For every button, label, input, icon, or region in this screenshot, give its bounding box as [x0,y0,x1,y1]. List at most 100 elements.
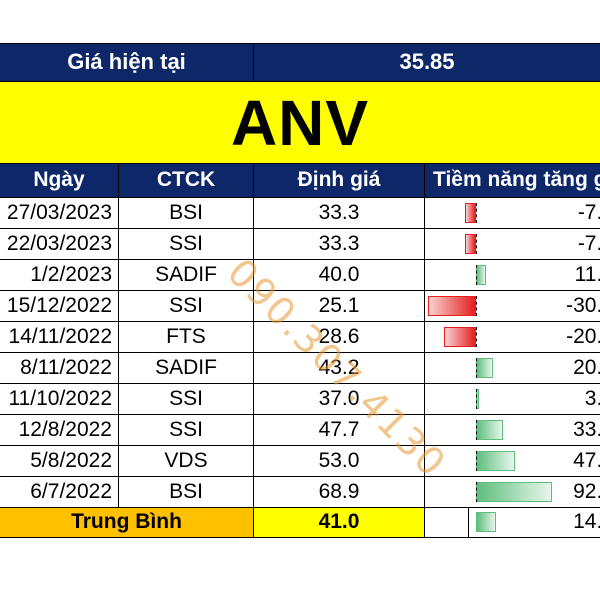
upside-cell: -20.2 [425,322,600,352]
ticker-row: ANV [0,82,600,163]
table-row: 6/7/2022 BSI 68.9 92.2 [0,477,600,507]
broker-cell: FTS [166,325,206,348]
grid-line [0,197,600,198]
upside-bar [428,296,476,316]
date-cell: 5/8/2022 [30,449,112,472]
valuation-cell: 33.3 [318,232,360,255]
current-price-value: 35.85 [254,43,600,81]
average-upside-value: 14.4 [573,510,600,533]
zero-axis [476,327,477,347]
valuation-cell: 53.0 [318,449,360,472]
date-cell: 1/2/2023 [30,263,112,286]
zero-axis [476,203,477,223]
grid-line [0,445,600,446]
upside-bar [443,327,476,347]
grid-line [253,163,254,537]
upside-cell: 92.2 [425,477,600,507]
broker-cell: SSI [169,387,203,410]
broker-cell: BSI [169,480,203,503]
zero-axis [476,482,477,502]
upside-value: 11.6 [574,263,600,286]
broker-cell: SSI [169,232,203,255]
broker-cell: VDS [164,449,208,472]
grid-line [253,43,254,81]
upside-bar [464,203,476,223]
date-cell: 15/12/2022 [6,294,112,317]
average-upside-bar [476,512,497,532]
average-blank-cell [425,507,468,537]
grid-line [0,43,600,44]
broker-cell: SADIF [155,263,217,286]
zero-axis [476,451,477,471]
table-row: 11/10/2022 SSI 37.0 3.2 [0,384,600,414]
zero-axis [476,389,477,409]
date-cell: 6/7/2022 [30,480,112,503]
broker-cell: BSI [169,201,203,224]
table-row: 27/03/2023 BSI 33.3 -7.1 [0,198,600,228]
upside-value: -30.0 [566,294,600,317]
table-row: 5/8/2022 VDS 53.0 47.8 [0,446,600,476]
grid-line [0,290,600,291]
zero-axis [476,296,477,316]
current-price-row: Giá hiện tại 35.85 [0,43,600,81]
upside-bar [476,451,516,471]
upside-bar [476,358,493,378]
upside-cell: -7.1 [425,229,600,259]
zero-axis [476,234,477,254]
zero-axis [476,358,477,378]
upside-cell: 3.2 [425,384,600,414]
upside-cell: -30.0 [425,291,600,321]
upside-bar [464,234,476,254]
column-header-valuation: Định giá [254,163,424,197]
upside-bar [476,265,486,285]
column-header-broker: CTCK [119,163,253,197]
column-header-upside: Tiềm năng tăng g [425,163,600,197]
upside-value: -7.1 [577,201,600,224]
grid-line [0,414,600,415]
table-row: 12/8/2022 SSI 47.7 33.1 [0,415,600,445]
grid-line [0,228,600,229]
grid-line [0,537,600,538]
grid-line [0,383,600,384]
valuation-cell: 47.7 [318,418,360,441]
upside-cell: -7.1 [425,198,600,228]
valuation-cell: 43.2 [318,356,360,379]
table-row: 15/12/2022 SSI 25.1 -30.0 [0,291,600,321]
date-cell: 12/8/2022 [18,418,112,441]
date-cell: 14/11/2022 [8,325,112,348]
upside-cell: 11.6 [425,260,600,290]
table-row: 8/11/2022 SADIF 43.2 20.4 [0,353,600,383]
upside-value: 20.4 [573,356,600,379]
valuation-cell: 28.6 [318,325,360,348]
grid-line [0,81,600,82]
upside-value: -20.2 [566,325,600,348]
upside-value: 33.1 [573,418,600,441]
date-cell: 11/10/2022 [8,387,112,410]
zero-axis [476,265,477,285]
column-header-row: Ngày CTCK Định giá Tiềm năng tăng g [0,163,600,197]
grid-line [0,352,600,353]
valuation-cell: 33.3 [318,201,360,224]
valuation-cell: 40.0 [318,263,360,286]
average-label: Trung Bình [0,507,253,537]
broker-cell: SSI [169,418,203,441]
table-row: 1/2/2023 SADIF 40.0 11.6 [0,260,600,290]
date-cell: 27/03/2023 [6,201,112,224]
valuation-cell: 37.0 [318,387,360,410]
broker-cell: SSI [169,294,203,317]
zero-axis [476,420,477,440]
grid-line [424,163,425,537]
ticker-title: ANV [230,86,370,159]
grid-line [0,259,600,260]
upside-value: 3.2 [584,387,600,410]
upside-bar [476,420,504,440]
upside-value: -7.1 [577,232,600,255]
grid-line [118,163,119,507]
table-row: 22/03/2023 SSI 33.3 -7.1 [0,229,600,259]
upside-value: 92.2 [573,480,600,503]
current-price-label: Giá hiện tại [0,43,253,81]
upside-value: 47.8 [573,449,600,472]
column-header-date: Ngày [0,163,118,197]
grid-line [468,507,469,537]
average-valuation: 41.0 [254,507,424,537]
